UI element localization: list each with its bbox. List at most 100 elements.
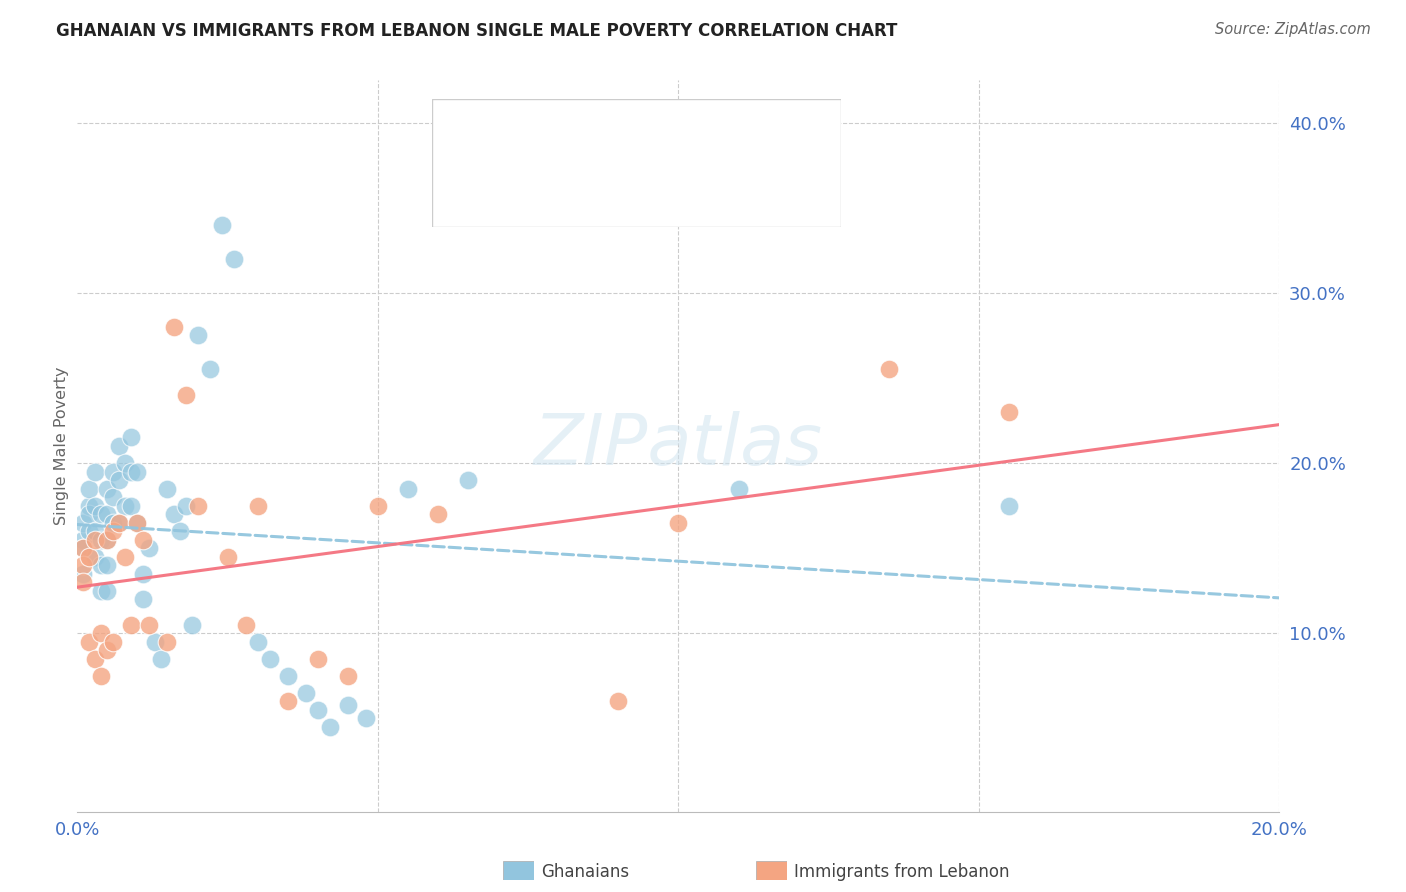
Point: [132, 566, 155, 581]
Point: [103, 465, 125, 479]
Point: [235, 617, 257, 632]
Point: [90, 626, 112, 640]
Point: [127, 516, 149, 530]
Point: [132, 533, 155, 547]
Point: [259, 651, 281, 665]
Point: [354, 711, 377, 725]
Point: [138, 541, 160, 555]
Point: [79, 549, 101, 564]
Point: [367, 499, 389, 513]
Point: [138, 617, 160, 632]
Point: [114, 549, 136, 564]
Point: [90, 583, 112, 598]
Point: [79, 482, 101, 496]
Point: [277, 668, 299, 682]
Point: [84, 524, 107, 538]
Point: [84, 549, 107, 564]
Point: [998, 405, 1021, 419]
Point: [150, 651, 173, 665]
Point: [103, 516, 125, 530]
Point: [72, 541, 94, 555]
Point: [211, 218, 233, 232]
Point: [114, 499, 136, 513]
Point: [307, 651, 329, 665]
Point: [72, 575, 94, 590]
Text: ZIPatlas: ZIPatlas: [534, 411, 823, 481]
Point: [108, 516, 131, 530]
Point: [127, 516, 149, 530]
Point: [84, 465, 107, 479]
Point: [79, 634, 101, 648]
Point: [96, 533, 118, 547]
Point: [90, 507, 112, 521]
Point: [336, 698, 359, 712]
Point: [668, 516, 690, 530]
Text: Immigrants from Lebanon: Immigrants from Lebanon: [794, 863, 1010, 881]
Point: [103, 490, 125, 504]
Point: [222, 252, 245, 266]
Point: [162, 320, 184, 334]
Point: [72, 533, 94, 547]
Point: [96, 482, 118, 496]
Point: [607, 694, 630, 708]
Point: [90, 558, 112, 572]
Point: [120, 430, 142, 444]
Point: [180, 617, 202, 632]
Point: [96, 643, 118, 657]
Point: [114, 456, 136, 470]
Point: [396, 482, 419, 496]
Point: [336, 668, 359, 682]
Point: [132, 592, 155, 607]
Point: [72, 516, 94, 530]
Point: [187, 328, 209, 343]
Point: [156, 482, 179, 496]
Point: [307, 703, 329, 717]
Point: [998, 499, 1021, 513]
Point: [169, 524, 191, 538]
Point: [79, 507, 101, 521]
Point: [79, 524, 101, 538]
Point: [72, 558, 94, 572]
Point: [457, 473, 479, 487]
Point: [96, 507, 118, 521]
Point: [156, 634, 179, 648]
Point: [79, 499, 101, 513]
Point: [187, 499, 209, 513]
Text: Source: ZipAtlas.com: Source: ZipAtlas.com: [1215, 22, 1371, 37]
Y-axis label: Single Male Poverty: Single Male Poverty: [53, 367, 69, 525]
Point: [96, 558, 118, 572]
Point: [127, 465, 149, 479]
Point: [108, 439, 131, 453]
Point: [877, 362, 900, 376]
Point: [84, 533, 107, 547]
Point: [108, 473, 131, 487]
Point: [120, 465, 142, 479]
Point: [277, 694, 299, 708]
Point: [217, 549, 239, 564]
Point: [120, 617, 142, 632]
Point: [96, 533, 118, 547]
Text: Ghanaians: Ghanaians: [541, 863, 630, 881]
Point: [103, 524, 125, 538]
Point: [145, 634, 167, 648]
Point: [72, 541, 94, 555]
Point: [90, 668, 112, 682]
Point: [162, 507, 184, 521]
Point: [72, 566, 94, 581]
FancyBboxPatch shape: [756, 861, 787, 880]
Point: [96, 583, 118, 598]
Point: [84, 499, 107, 513]
FancyBboxPatch shape: [503, 861, 534, 880]
Point: [198, 362, 221, 376]
Point: [727, 482, 749, 496]
Point: [246, 634, 269, 648]
Point: [84, 651, 107, 665]
Point: [174, 388, 197, 402]
Point: [427, 507, 450, 521]
Point: [319, 720, 342, 734]
Text: GHANAIAN VS IMMIGRANTS FROM LEBANON SINGLE MALE POVERTY CORRELATION CHART: GHANAIAN VS IMMIGRANTS FROM LEBANON SING…: [56, 22, 897, 40]
Point: [103, 634, 125, 648]
Point: [120, 499, 142, 513]
Point: [294, 686, 316, 700]
Point: [174, 499, 197, 513]
